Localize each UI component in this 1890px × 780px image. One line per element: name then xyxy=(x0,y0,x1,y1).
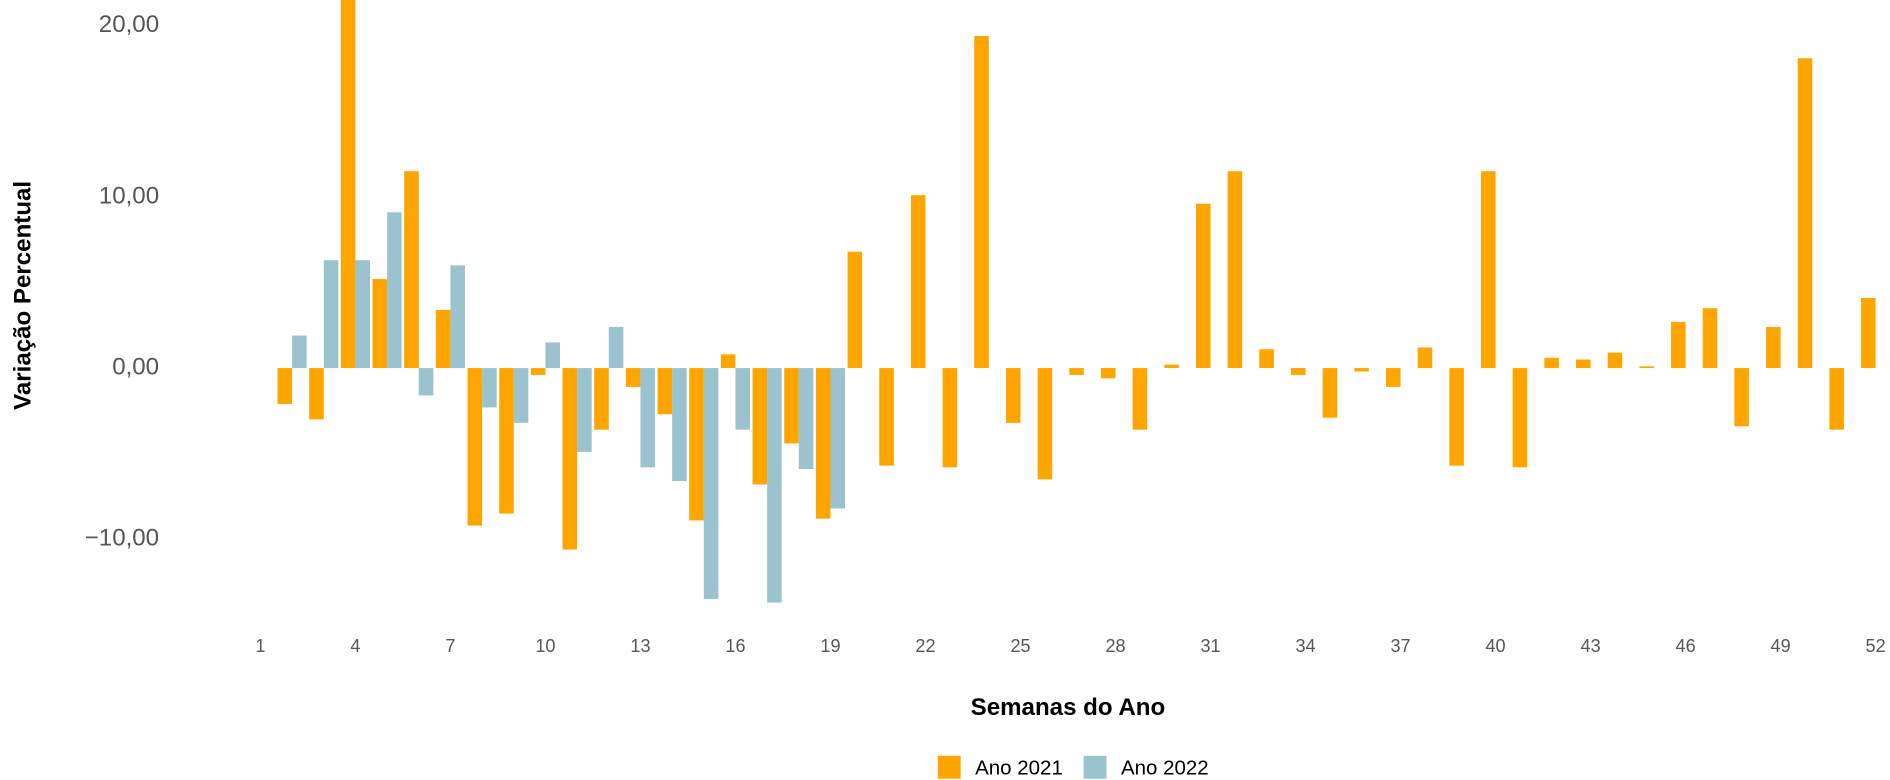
bar xyxy=(1385,368,1401,387)
bar xyxy=(1639,366,1654,369)
x-tick-label: 16 xyxy=(725,636,745,656)
bar xyxy=(1512,368,1528,468)
x-tick-label: 34 xyxy=(1295,636,1315,656)
bar xyxy=(1829,368,1844,430)
bar xyxy=(1164,364,1179,369)
bar xyxy=(720,354,736,369)
bar xyxy=(355,260,370,369)
bar xyxy=(1480,171,1496,369)
bar xyxy=(910,195,926,369)
bar xyxy=(798,368,814,470)
bar xyxy=(1227,171,1243,369)
x-tick-label: 10 xyxy=(535,636,555,656)
x-tick-label: 52 xyxy=(1866,636,1886,656)
bar xyxy=(847,251,863,369)
x-tick-label: 25 xyxy=(1010,636,1030,656)
legend-swatch xyxy=(1083,755,1107,779)
bar xyxy=(418,368,434,396)
bar xyxy=(1322,368,1338,418)
x-tick-label: 19 xyxy=(820,636,840,656)
bar xyxy=(1544,357,1559,369)
bar xyxy=(277,368,293,405)
legend-label: Ano 2021 xyxy=(975,756,1063,779)
bar xyxy=(1702,308,1718,369)
bar xyxy=(942,368,958,468)
bar xyxy=(404,171,419,369)
bar xyxy=(767,368,782,603)
legend-swatch xyxy=(937,755,961,779)
bar xyxy=(1766,326,1781,369)
bar xyxy=(672,368,687,482)
bar xyxy=(292,335,307,369)
bar xyxy=(815,368,831,519)
bar xyxy=(1417,347,1433,369)
legend-label: Ano 2022 xyxy=(1121,756,1209,779)
x-tick-label: 7 xyxy=(445,636,455,656)
x-tick-label: 40 xyxy=(1486,636,1506,656)
bar xyxy=(467,368,483,526)
bar xyxy=(309,368,324,420)
bar xyxy=(545,342,561,369)
bar xyxy=(530,368,546,375)
x-tick-label: 28 xyxy=(1105,636,1125,656)
bar xyxy=(513,368,529,423)
bar xyxy=(1195,203,1211,369)
y-axis-label: Variação Percentual xyxy=(9,181,36,410)
bar xyxy=(830,368,846,509)
bar xyxy=(1100,368,1116,379)
bar xyxy=(974,36,989,369)
bar xyxy=(435,309,451,369)
bar xyxy=(1576,359,1591,369)
bar xyxy=(323,260,339,369)
y-tick-label: 10,00 xyxy=(99,182,159,209)
bar xyxy=(879,368,894,466)
bar xyxy=(1005,368,1021,423)
bar xyxy=(689,368,704,521)
bar xyxy=(372,279,388,369)
x-tick-label: 49 xyxy=(1771,636,1791,656)
bar xyxy=(1734,368,1749,427)
bar xyxy=(608,326,624,369)
bar xyxy=(340,0,356,369)
x-tick-label: 46 xyxy=(1676,636,1696,656)
y-tick-label: 0,00 xyxy=(112,353,159,380)
bar xyxy=(594,368,609,430)
bar xyxy=(752,368,768,485)
bar xyxy=(562,368,578,550)
bar xyxy=(1132,368,1148,430)
bar xyxy=(499,368,514,514)
x-tick-label: 43 xyxy=(1581,636,1601,656)
x-tick-label: 31 xyxy=(1200,636,1220,656)
bar xyxy=(482,368,497,408)
bar xyxy=(1861,297,1876,369)
bar xyxy=(1069,368,1084,375)
bar xyxy=(784,368,799,444)
y-tick-label: 20,00 xyxy=(99,11,159,38)
x-tick-label: 1 xyxy=(255,636,265,656)
bar xyxy=(625,368,641,387)
bar xyxy=(640,368,656,468)
x-axis-label: Semanas do Ano xyxy=(971,694,1166,721)
x-tick-label: 37 xyxy=(1390,636,1410,656)
bar xyxy=(657,368,673,415)
bar xyxy=(1037,368,1053,480)
x-tick-label: 13 xyxy=(630,636,650,656)
bar xyxy=(1671,321,1686,369)
y-tick-label: −10,00 xyxy=(85,525,159,552)
x-tick-label: 22 xyxy=(915,636,935,656)
bar xyxy=(577,368,592,452)
bar xyxy=(735,368,751,430)
bar xyxy=(1290,368,1306,375)
x-tick-label: 4 xyxy=(350,636,360,656)
bar xyxy=(1259,349,1274,369)
bar xyxy=(1354,368,1369,372)
bar xyxy=(450,265,465,369)
bar xyxy=(1449,368,1464,466)
bar xyxy=(1797,58,1813,369)
bar xyxy=(703,368,719,600)
bar xyxy=(387,212,402,369)
bar xyxy=(1607,352,1623,369)
